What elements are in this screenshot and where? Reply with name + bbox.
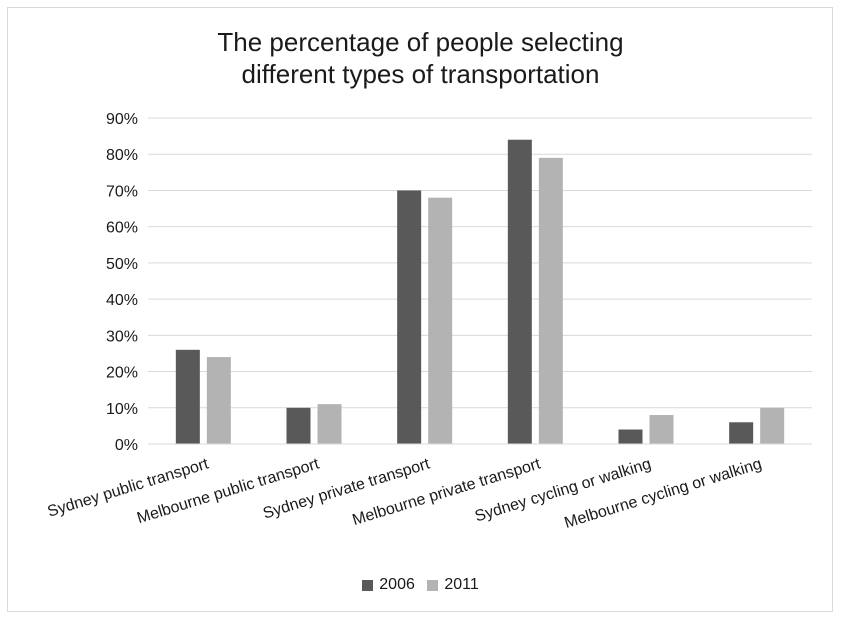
- y-tick-label: 40%: [106, 292, 138, 309]
- bar-2006-1: [175, 349, 200, 444]
- legend-label-2006: 2006: [379, 576, 415, 593]
- bar-2011-3: [428, 197, 453, 444]
- y-tick-label: 0%: [115, 437, 138, 454]
- bar-2011-2: [317, 404, 342, 444]
- legend-item-2011: 2011: [427, 576, 479, 594]
- bar-2006-5: [618, 429, 643, 444]
- bar-2006-6: [729, 422, 754, 444]
- chart-title-line-1: The percentage of people selecting: [217, 27, 624, 57]
- chart-legend: 2006 2011: [0, 576, 841, 596]
- legend-label-2011: 2011: [444, 576, 479, 593]
- bar-2006-3: [397, 190, 422, 444]
- y-tick-label: 10%: [106, 401, 138, 418]
- chart-title-line-2: different types of transportation: [241, 59, 600, 89]
- y-tick-label: 90%: [106, 111, 138, 128]
- x-category-label: Melbourne cycling or walking: [562, 456, 763, 532]
- bar-2011-5: [649, 415, 674, 444]
- y-tick-label: 60%: [106, 220, 138, 237]
- y-tick-label: 30%: [106, 328, 138, 345]
- bar-2011-1: [206, 357, 231, 444]
- y-tick-label: 20%: [106, 365, 138, 382]
- y-tick-label: 70%: [106, 183, 138, 200]
- legend-swatch-2006: [362, 579, 374, 591]
- bar-2006-2: [286, 407, 311, 444]
- bar-2006-4: [507, 139, 532, 444]
- x-category-label: Melbourne private transport: [350, 455, 543, 529]
- y-tick-label: 80%: [106, 147, 138, 164]
- bar-2011-4: [538, 157, 563, 444]
- bar-2011-6: [760, 407, 785, 444]
- x-category-label: Melbourne public transport: [135, 455, 322, 527]
- legend-item-2006: 2006: [362, 576, 415, 594]
- y-tick-label: 50%: [106, 256, 138, 273]
- legend-swatch-2011: [427, 579, 439, 591]
